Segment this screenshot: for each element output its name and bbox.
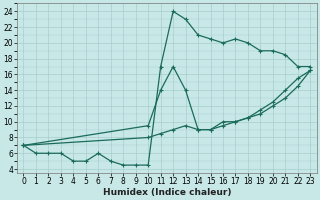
X-axis label: Humidex (Indice chaleur): Humidex (Indice chaleur) xyxy=(103,188,231,197)
